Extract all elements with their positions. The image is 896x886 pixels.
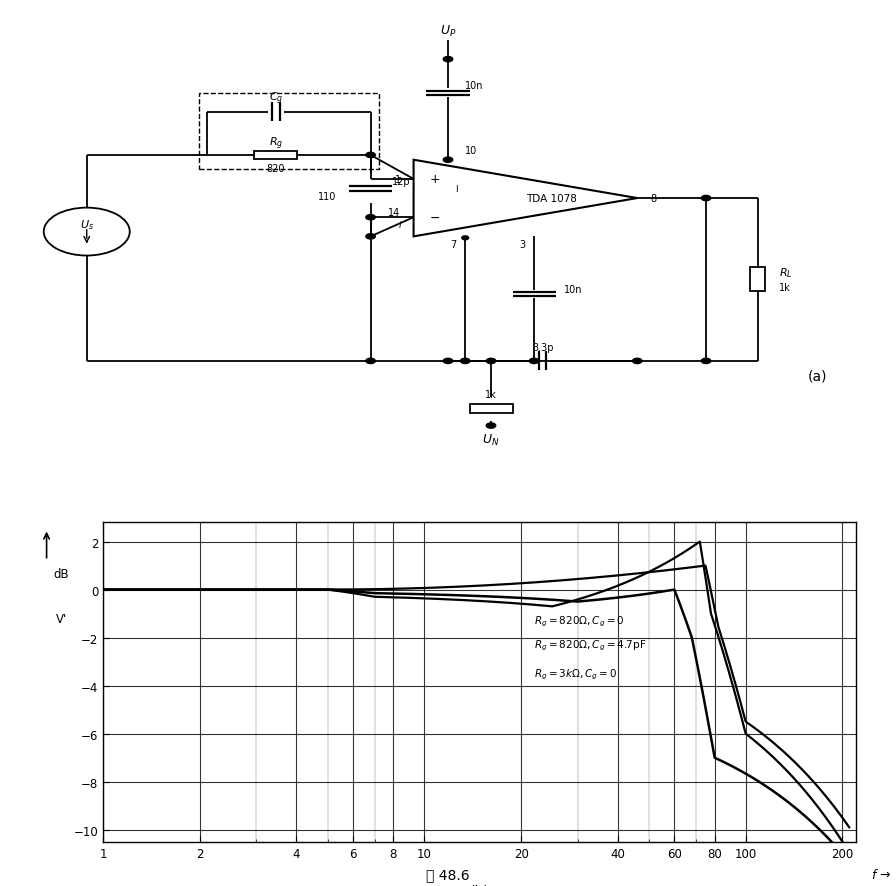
Text: 1k: 1k <box>485 390 497 400</box>
Circle shape <box>366 235 375 240</box>
Text: $R_g$: $R_g$ <box>269 136 283 152</box>
Text: $U_P$: $U_P$ <box>440 24 456 39</box>
Text: 820: 820 <box>267 164 285 175</box>
Text: 10n: 10n <box>464 82 483 91</box>
Circle shape <box>366 153 375 159</box>
Text: $U_s$: $U_s$ <box>80 218 94 232</box>
Text: 1k: 1k <box>780 283 791 292</box>
Text: $R_L$: $R_L$ <box>780 266 793 280</box>
Text: $R_g = 820\Omega, C_g = 0$: $R_g = 820\Omega, C_g = 0$ <box>534 614 625 628</box>
Circle shape <box>461 359 470 364</box>
Text: 3.3p: 3.3p <box>532 342 554 352</box>
Text: 10: 10 <box>465 146 478 156</box>
Circle shape <box>702 196 711 201</box>
Circle shape <box>487 359 495 364</box>
Text: (a): (a) <box>808 369 828 383</box>
Circle shape <box>530 359 538 364</box>
Text: 8: 8 <box>650 194 656 204</box>
Circle shape <box>461 237 469 240</box>
Text: $R_g = 820\Omega, C_g = 4.7$pF: $R_g = 820\Omega, C_g = 4.7$pF <box>534 638 647 652</box>
Circle shape <box>633 359 642 364</box>
Circle shape <box>702 359 711 364</box>
Text: $C_g$: $C_g$ <box>269 90 283 106</box>
Circle shape <box>366 359 375 364</box>
Circle shape <box>444 58 452 63</box>
Text: i: i <box>398 221 401 229</box>
Bar <box>470 405 513 414</box>
Text: +: + <box>430 173 441 186</box>
Text: 3: 3 <box>520 239 525 249</box>
Text: 1: 1 <box>394 175 401 184</box>
Text: 图 48.6: 图 48.6 <box>426 867 470 882</box>
Text: −: − <box>430 212 440 224</box>
Circle shape <box>444 359 452 364</box>
Bar <box>254 152 297 160</box>
Text: 10n: 10n <box>564 284 582 295</box>
Text: (b): (b) <box>470 883 489 886</box>
Text: $f$ →: $f$ → <box>871 867 891 882</box>
Circle shape <box>366 215 375 221</box>
Y-axis label: dB: dB <box>54 567 70 580</box>
Text: TDA 1078: TDA 1078 <box>526 194 577 204</box>
Text: I: I <box>455 185 458 194</box>
Circle shape <box>487 424 495 429</box>
Bar <box>750 268 765 292</box>
Circle shape <box>444 158 452 163</box>
Text: 110: 110 <box>318 191 336 201</box>
Text: 14: 14 <box>389 208 401 218</box>
Text: 7: 7 <box>451 239 457 249</box>
Text: MHz: MHz <box>759 885 783 886</box>
Text: $R_g = 3k\Omega, C_g = 0$: $R_g = 3k\Omega, C_g = 0$ <box>534 666 618 681</box>
Text: 12p: 12p <box>392 177 410 187</box>
Bar <box>199 94 379 170</box>
Text: V': V' <box>56 612 67 625</box>
Text: $U_N$: $U_N$ <box>482 433 500 448</box>
